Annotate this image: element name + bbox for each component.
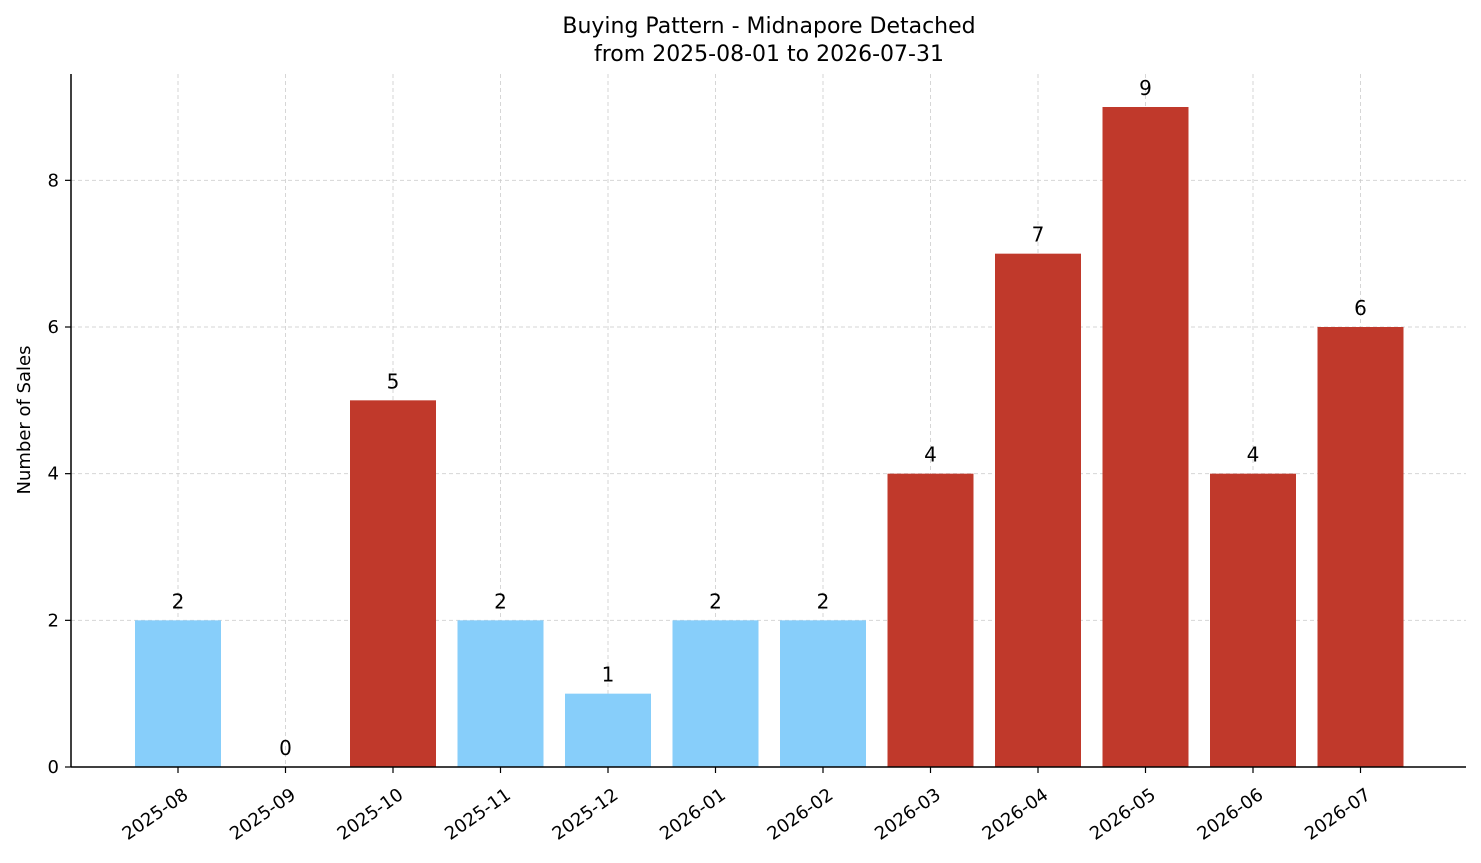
x-tick-label-2026-02: 2026-02 xyxy=(764,784,838,844)
data-label-2025-12: 1 xyxy=(602,663,615,687)
bar-2026-05 xyxy=(1102,107,1189,767)
bar-2026-07 xyxy=(1317,327,1404,767)
bar-2026-03 xyxy=(887,473,974,767)
x-tick-label-2026-04: 2026-04 xyxy=(979,784,1053,844)
x-tick-label-2026-05: 2026-05 xyxy=(1086,784,1160,844)
bar-2025-10 xyxy=(350,400,436,767)
data-label-2025-08: 2 xyxy=(172,589,185,613)
bar-2026-01 xyxy=(672,620,759,767)
value-labels: 2 0 5 2 1 2 2 4 7 9 4 6 xyxy=(172,76,1367,760)
y-tick-label: 8 xyxy=(48,170,59,191)
x-tick-label-2026-03: 2026-03 xyxy=(871,784,945,844)
y-tick-label: 2 xyxy=(48,610,59,631)
y-tick-label: 6 xyxy=(48,317,59,338)
data-label-2026-03: 4 xyxy=(924,443,937,467)
bars xyxy=(135,107,1404,767)
bar-2026-06 xyxy=(1210,473,1296,767)
x-tick-label-2025-09: 2025-09 xyxy=(226,784,300,844)
data-label-2026-07: 6 xyxy=(1354,296,1367,320)
data-label-2026-04: 7 xyxy=(1032,223,1045,247)
data-label-2025-11: 2 xyxy=(494,589,507,613)
x-tick-label-2025-10: 2025-10 xyxy=(334,784,408,844)
x-tick-label-2026-07: 2026-07 xyxy=(1301,784,1375,844)
data-label-2026-02: 2 xyxy=(817,589,830,613)
bar-2025-12 xyxy=(565,693,651,767)
data-label-2026-05: 9 xyxy=(1139,76,1152,100)
bar-2026-04 xyxy=(995,253,1081,767)
x-tick-label-2026-01: 2026-01 xyxy=(656,784,730,844)
x-tick-label-2025-08: 2025-08 xyxy=(119,784,193,844)
bar-2025-08 xyxy=(135,620,221,767)
bar-2025-11 xyxy=(457,620,544,767)
data-label-2026-01: 2 xyxy=(709,589,722,613)
chart-subtitle: from 2025-08-01 to 2026-07-31 xyxy=(594,42,944,67)
bar-2026-02 xyxy=(780,620,866,767)
x-tick-label-2025-11: 2025-11 xyxy=(441,784,515,844)
data-label-2025-09: 0 xyxy=(279,736,292,760)
y-tick-label: 0 xyxy=(48,757,59,778)
x-tick-label-2026-06: 2026-06 xyxy=(1194,784,1268,844)
data-label-2025-10: 5 xyxy=(387,369,400,393)
x-tick-label-2025-12: 2025-12 xyxy=(549,784,623,844)
y-tick-label: 4 xyxy=(48,464,59,485)
data-label-2026-06: 4 xyxy=(1247,443,1260,467)
y-axis-label: Number of Sales xyxy=(14,345,35,494)
chart-title: Buying Pattern - Midnapore Detached xyxy=(562,14,975,39)
